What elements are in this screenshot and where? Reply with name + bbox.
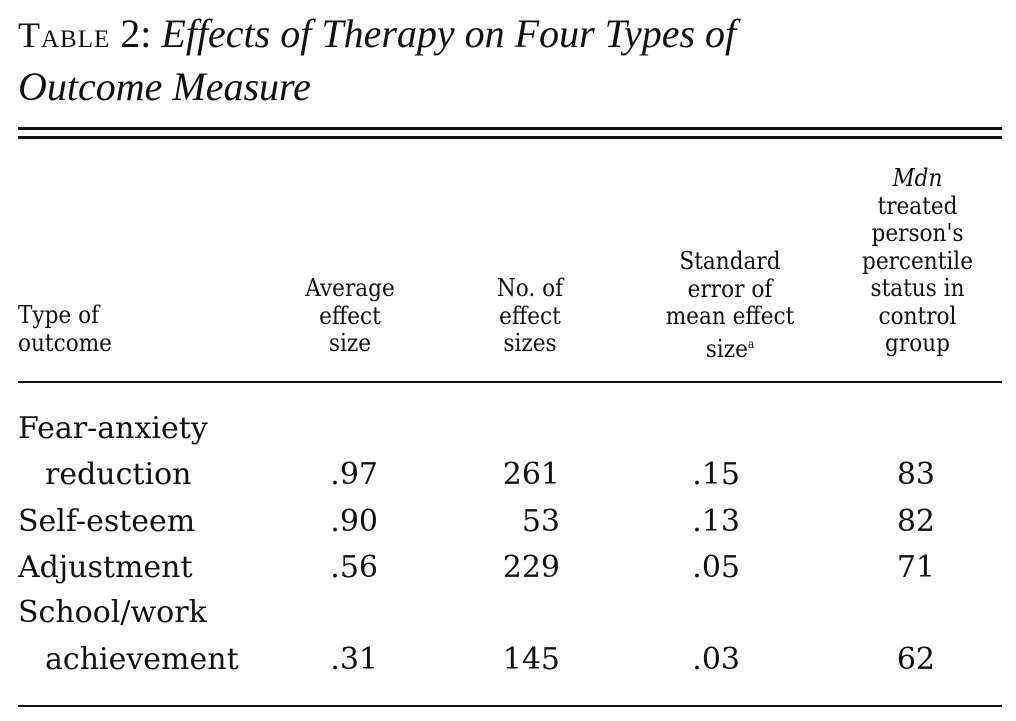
median-percentile: 71 [896,550,935,585]
header-line: effect [319,301,381,330]
average-effect-size: .31 [330,642,378,677]
median-percentile: 83 [896,457,935,492]
header-line: Average [305,274,395,302]
row-label: School/work [18,595,207,630]
number-of-effect-sizes: 145 [502,642,560,677]
header-line: group [885,329,950,357]
top-rule-2 [18,136,1002,139]
median-percentile: 82 [896,504,935,539]
table-number: 2 [120,11,141,56]
number-of-effect-sizes: 53 [521,504,560,539]
title-line-1: Effects of Therapy on Four Types of [161,11,737,56]
table-label: Table [18,15,111,55]
top-rule-1 [18,127,1002,130]
header-line: Type of [18,301,100,329]
number-of-effect-sizes: 229 [502,550,560,585]
header-line: control [878,301,957,330]
header-line: error of [687,274,773,303]
row-label: Adjustment [18,550,193,585]
header-line: person's [871,219,964,247]
footnote-marker: a [747,336,755,351]
header-line: mean effect [665,302,795,330]
header-line: treated [877,191,958,220]
header-line: effect [499,301,561,330]
standard-error: .13 [692,504,740,539]
header-standard-error: Standard error of mean effect sizea [636,247,825,363]
header-median-percentile: Mdn treated person's percentile status i… [843,164,992,358]
average-effect-size: .56 [330,550,378,585]
standard-error: .05 [692,550,740,585]
median-percentile: 62 [896,642,935,677]
header-line: No. of [496,274,564,302]
row-label: achievement [45,642,239,677]
header-number-of-effect-sizes: No. of effect sizes [458,274,602,358]
number-of-effect-sizes: 261 [502,457,560,492]
header-line: size [328,329,372,357]
title-line-2: Outcome Measure [18,64,311,109]
standard-error: .03 [692,642,740,677]
header-line: outcome [18,328,112,357]
bottom-rule [18,705,1002,707]
average-effect-size: .90 [330,504,378,539]
header-line: Mdn [892,164,943,192]
row-label: reduction [45,457,192,492]
header-line: percentile [861,246,974,275]
header-line: status in [870,274,965,302]
header-line: size [705,334,748,363]
row-label: Fear-anxiety [18,411,208,446]
table-title: Table 2: Effects of Therapy on Four Type… [18,8,978,113]
header-line: Standard [679,247,781,275]
row-label: Self-esteem [18,504,196,539]
header-average-effect-size: Average effect size [278,274,422,358]
header-type: Type of outcome [18,301,112,357]
title-separator: : [140,11,152,56]
average-effect-size: .97 [330,457,378,492]
header-line: sizes [503,329,557,357]
header-rule [18,381,1002,383]
standard-error: .15 [692,457,740,492]
